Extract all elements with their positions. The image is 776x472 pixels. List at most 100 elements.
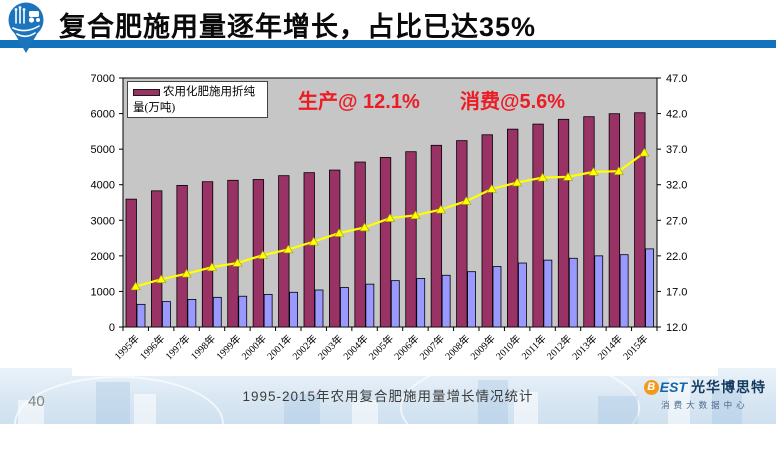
bar-total-fertilizer [557,118,570,328]
x-axis-category-label: 2004年 [340,332,370,362]
bar-total-fertilizer [379,157,392,328]
legend-label: 农用化肥施用折纯量(万吨) [133,86,255,114]
line-marker-triangle [435,204,446,214]
right-axis-label: 32.0 [666,180,687,192]
building-silhouette [284,394,320,424]
x-axis-category-label: 1997年 [162,332,192,362]
left-axis-label: 0 [109,322,115,334]
bar-compound-fertilizer [136,303,146,328]
bar-total-fertilizer [405,151,417,328]
x-axis-category-label: 1998年 [188,332,218,362]
bar-compound-fertilizer [314,289,324,328]
brand-subtitle: 消费大数据中心 [661,400,749,410]
bar-compound-fertilizer [594,255,604,328]
bar-compound-fertilizer [518,262,527,328]
line-marker-triangle [512,177,523,187]
x-axis-category-label: 2007年 [417,332,447,362]
bar-total-fertilizer [507,128,519,328]
chart-legend: 农用化肥施用折纯量(万吨) [127,81,268,118]
brand-pin-icon [8,2,44,53]
bar-compound-fertilizer [365,283,375,328]
bar-compound-fertilizer [390,280,400,328]
line-marker-triangle [206,262,218,271]
x-axis-category-label: 2001年 [264,332,294,362]
left-axis-label: 1000 [91,286,115,298]
line-marker-triangle [130,281,141,291]
x-axis-category-label: 1995年 [111,332,141,362]
fertilizer-chart: 0 1000 2000 3000 4000 5000 6000 7000 12.0 17.0 22.… [91,73,688,362]
bar-compound-fertilizer [289,291,298,328]
bar-compound-fertilizer [543,259,553,328]
brand-b-icon: B [643,379,659,395]
bar-compound-fertilizer [187,298,197,328]
bar-total-fertilizer [583,116,595,328]
line-marker-triangle [181,268,192,278]
building-silhouette [134,394,156,424]
x-axis-category-label: 2008年 [442,332,472,362]
x-axis-category-label: 2015年 [620,332,650,362]
bar-total-fertilizer [634,112,646,328]
right-axis-label: 42.0 [666,109,687,121]
bar-total-fertilizer [151,190,163,328]
bar-total-fertilizer [430,144,443,328]
x-axis-category-label: 1996年 [137,332,167,362]
footer-brand-logo: B EST 光华博思特 消费大数据中心 [643,377,766,411]
line-marker-triangle [588,167,599,176]
x-axis-category-label: 2014年 [595,332,625,362]
brand-name-latin: EST [659,379,687,395]
bar-total-fertilizer [303,172,315,328]
bar-total-fertilizer [481,134,493,328]
chart-panel: 0 1000 2000 3000 4000 5000 6000 7000 12.0 17.0 22.… [72,60,718,376]
x-axis-category-label: 2002年 [289,332,319,362]
x-axis-category-label: 2012年 [544,332,574,362]
building-silhouette [598,396,638,424]
bar-compound-fertilizer [645,248,654,328]
line-marker-triangle [156,274,167,284]
building-silhouette [712,390,742,424]
left-axis-label: 7000 [91,73,115,85]
right-axis-label: 22.0 [666,251,687,263]
building-silhouette [478,380,508,424]
consumption-growth-annotation: 消费@5.6% [460,91,566,113]
right-axis-label: 12.0 [666,322,687,334]
bar-total-fertilizer [227,179,239,328]
right-axis-label: 47.0 [666,73,687,85]
x-axis-category-label: 2013年 [569,332,599,362]
bar-total-fertilizer [354,161,366,328]
line-marker-triangle [613,166,624,175]
line-marker-triangle [384,213,396,222]
x-axis-category-label: 2003年 [315,332,345,362]
right-axis-label: 27.0 [666,215,687,227]
building-silhouette [352,400,378,424]
legend-swatch-maroon [133,88,160,96]
bar-compound-fertilizer [568,257,578,328]
bar-compound-fertilizer [492,266,502,328]
left-axis-label: 4000 [91,180,115,192]
line-marker-triangle [232,258,243,267]
x-axis-category-label: 2011年 [519,332,549,362]
bar-total-fertilizer [201,181,214,328]
production-growth-annotation: 生产@ 12.1% [298,91,420,113]
bar-compound-fertilizer [467,271,476,328]
building-silhouette [18,400,44,424]
bar-total-fertilizer [125,198,137,328]
bar-total-fertilizer [532,123,544,328]
left-axis-label: 5000 [91,144,115,156]
line-marker-triangle [359,222,370,232]
bar-total-fertilizer [456,140,468,328]
line-marker-triangle [283,244,294,254]
right-axis-label: 17.0 [666,286,687,298]
header-divider-bar [0,40,776,48]
x-axis-category-label: 2010年 [493,332,523,362]
line-marker-triangle [486,184,497,193]
brand-name-cn: 光华博思特 [691,379,766,395]
chart-caption: 1995-2015年农用复合肥施用量增长情况统计 [242,389,534,404]
left-axis-label: 6000 [91,109,115,121]
x-axis-category-label: 2005年 [366,332,396,362]
bar-compound-fertilizer [212,296,222,328]
x-axis-category-label: 2009年 [467,332,497,362]
building-silhouette [668,378,690,424]
bar-compound-fertilizer [238,295,248,328]
left-axis-label: 3000 [91,215,115,227]
bar-compound-fertilizer [263,293,273,328]
